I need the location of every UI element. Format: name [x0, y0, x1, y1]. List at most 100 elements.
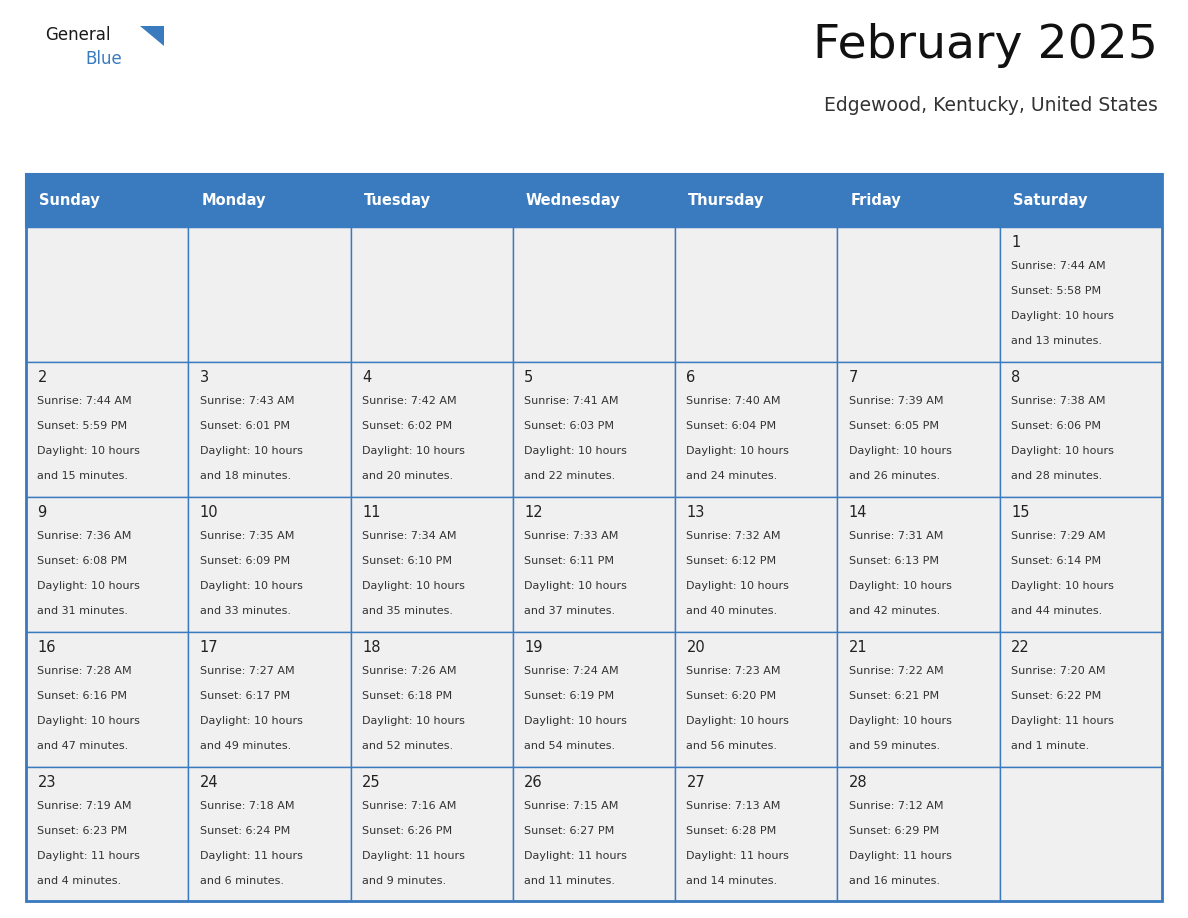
Text: Daylight: 10 hours: Daylight: 10 hours	[1011, 581, 1114, 591]
Text: Sunset: 6:13 PM: Sunset: 6:13 PM	[848, 556, 939, 566]
Text: and 37 minutes.: and 37 minutes.	[524, 606, 615, 616]
Text: Sunrise: 7:33 AM: Sunrise: 7:33 AM	[524, 531, 619, 541]
Text: Sunset: 6:27 PM: Sunset: 6:27 PM	[524, 826, 614, 836]
Text: Sunset: 6:29 PM: Sunset: 6:29 PM	[848, 826, 939, 836]
Text: 25: 25	[362, 776, 380, 790]
Text: Sunrise: 7:19 AM: Sunrise: 7:19 AM	[38, 800, 132, 811]
Text: and 1 minute.: and 1 minute.	[1011, 741, 1089, 751]
Text: Daylight: 10 hours: Daylight: 10 hours	[687, 716, 789, 726]
Text: Sunset: 6:20 PM: Sunset: 6:20 PM	[687, 691, 777, 701]
Text: and 18 minutes.: and 18 minutes.	[200, 471, 291, 481]
Text: and 44 minutes.: and 44 minutes.	[1011, 606, 1102, 616]
Text: 4: 4	[362, 371, 371, 386]
Text: Sunset: 6:17 PM: Sunset: 6:17 PM	[200, 691, 290, 701]
Text: and 33 minutes.: and 33 minutes.	[200, 606, 291, 616]
Text: 22: 22	[1011, 641, 1030, 655]
Text: Sunset: 6:16 PM: Sunset: 6:16 PM	[38, 691, 127, 701]
Text: 21: 21	[848, 641, 867, 655]
Text: Sunrise: 7:18 AM: Sunrise: 7:18 AM	[200, 800, 295, 811]
Text: Sunrise: 7:32 AM: Sunrise: 7:32 AM	[687, 531, 781, 541]
Text: 1: 1	[1011, 236, 1020, 251]
Text: Wednesday: Wednesday	[526, 193, 620, 208]
Text: 9: 9	[38, 506, 46, 521]
Text: Sunrise: 7:40 AM: Sunrise: 7:40 AM	[687, 396, 781, 406]
Text: Sunset: 6:01 PM: Sunset: 6:01 PM	[200, 421, 290, 431]
Text: Sunrise: 7:28 AM: Sunrise: 7:28 AM	[38, 666, 132, 676]
Text: Sunset: 5:59 PM: Sunset: 5:59 PM	[38, 421, 127, 431]
Text: 10: 10	[200, 506, 219, 521]
Text: Sunset: 6:08 PM: Sunset: 6:08 PM	[38, 556, 127, 566]
Text: Sunset: 6:11 PM: Sunset: 6:11 PM	[524, 556, 614, 566]
Text: Sunrise: 7:34 AM: Sunrise: 7:34 AM	[362, 531, 456, 541]
Text: General: General	[45, 26, 110, 44]
Text: Sunset: 6:21 PM: Sunset: 6:21 PM	[848, 691, 939, 701]
Bar	[513, 174, 675, 227]
Text: 5: 5	[524, 371, 533, 386]
Text: and 31 minutes.: and 31 minutes.	[38, 606, 128, 616]
Text: Sunrise: 7:20 AM: Sunrise: 7:20 AM	[1011, 666, 1106, 676]
Text: and 47 minutes.: and 47 minutes.	[38, 741, 128, 751]
Bar	[189, 227, 350, 362]
Text: Sunset: 6:22 PM: Sunset: 6:22 PM	[1011, 691, 1101, 701]
Bar	[675, 362, 838, 497]
Text: Daylight: 10 hours: Daylight: 10 hours	[362, 446, 465, 456]
Text: Sunrise: 7:16 AM: Sunrise: 7:16 AM	[362, 800, 456, 811]
Text: 18: 18	[362, 641, 380, 655]
Text: Sunrise: 7:31 AM: Sunrise: 7:31 AM	[848, 531, 943, 541]
Bar	[26, 497, 189, 632]
Text: Sunset: 6:06 PM: Sunset: 6:06 PM	[1011, 421, 1101, 431]
Text: and 15 minutes.: and 15 minutes.	[38, 471, 128, 481]
Text: Sunrise: 7:43 AM: Sunrise: 7:43 AM	[200, 396, 295, 406]
Text: 19: 19	[524, 641, 543, 655]
Text: Sunday: Sunday	[39, 193, 100, 208]
Text: and 13 minutes.: and 13 minutes.	[1011, 336, 1102, 346]
Text: and 14 minutes.: and 14 minutes.	[687, 876, 778, 886]
Text: and 42 minutes.: and 42 minutes.	[848, 606, 940, 616]
Text: Sunset: 6:10 PM: Sunset: 6:10 PM	[362, 556, 451, 566]
Bar	[513, 227, 675, 362]
Text: 15: 15	[1011, 506, 1030, 521]
Text: and 22 minutes.: and 22 minutes.	[524, 471, 615, 481]
Bar	[350, 227, 513, 362]
Text: Sunrise: 7:27 AM: Sunrise: 7:27 AM	[200, 666, 295, 676]
Text: Daylight: 10 hours: Daylight: 10 hours	[38, 581, 140, 591]
Text: 27: 27	[687, 776, 706, 790]
Text: Daylight: 10 hours: Daylight: 10 hours	[362, 716, 465, 726]
Text: Sunset: 6:28 PM: Sunset: 6:28 PM	[687, 826, 777, 836]
Bar	[999, 497, 1162, 632]
Bar	[838, 174, 999, 227]
Text: Saturday: Saturday	[1012, 193, 1087, 208]
Text: Daylight: 11 hours: Daylight: 11 hours	[687, 851, 789, 861]
Text: Sunset: 6:04 PM: Sunset: 6:04 PM	[687, 421, 777, 431]
Bar	[838, 362, 999, 497]
Text: Sunrise: 7:38 AM: Sunrise: 7:38 AM	[1011, 396, 1106, 406]
Bar	[350, 362, 513, 497]
Text: Sunrise: 7:22 AM: Sunrise: 7:22 AM	[848, 666, 943, 676]
Text: and 4 minutes.: and 4 minutes.	[38, 876, 121, 886]
Text: 13: 13	[687, 506, 704, 521]
Text: Daylight: 10 hours: Daylight: 10 hours	[200, 446, 303, 456]
Text: Sunrise: 7:12 AM: Sunrise: 7:12 AM	[848, 800, 943, 811]
Bar	[675, 227, 838, 362]
Text: Daylight: 11 hours: Daylight: 11 hours	[362, 851, 465, 861]
Text: and 26 minutes.: and 26 minutes.	[848, 471, 940, 481]
Text: Sunrise: 7:36 AM: Sunrise: 7:36 AM	[38, 531, 132, 541]
Text: and 9 minutes.: and 9 minutes.	[362, 876, 447, 886]
Text: Sunset: 6:14 PM: Sunset: 6:14 PM	[1011, 556, 1101, 566]
Text: and 49 minutes.: and 49 minutes.	[200, 741, 291, 751]
Bar	[350, 174, 513, 227]
Text: and 6 minutes.: and 6 minutes.	[200, 876, 284, 886]
Text: Sunset: 6:19 PM: Sunset: 6:19 PM	[524, 691, 614, 701]
Text: 16: 16	[38, 641, 56, 655]
Text: 8: 8	[1011, 371, 1020, 386]
Text: 23: 23	[38, 776, 56, 790]
Bar	[26, 767, 189, 901]
Text: Tuesday: Tuesday	[364, 193, 430, 208]
Text: Blue: Blue	[86, 50, 122, 69]
Text: 3: 3	[200, 371, 209, 386]
Text: Daylight: 10 hours: Daylight: 10 hours	[524, 716, 627, 726]
Text: Sunset: 6:12 PM: Sunset: 6:12 PM	[687, 556, 777, 566]
Bar	[838, 767, 999, 901]
Text: 20: 20	[687, 641, 706, 655]
Text: Sunrise: 7:42 AM: Sunrise: 7:42 AM	[362, 396, 456, 406]
